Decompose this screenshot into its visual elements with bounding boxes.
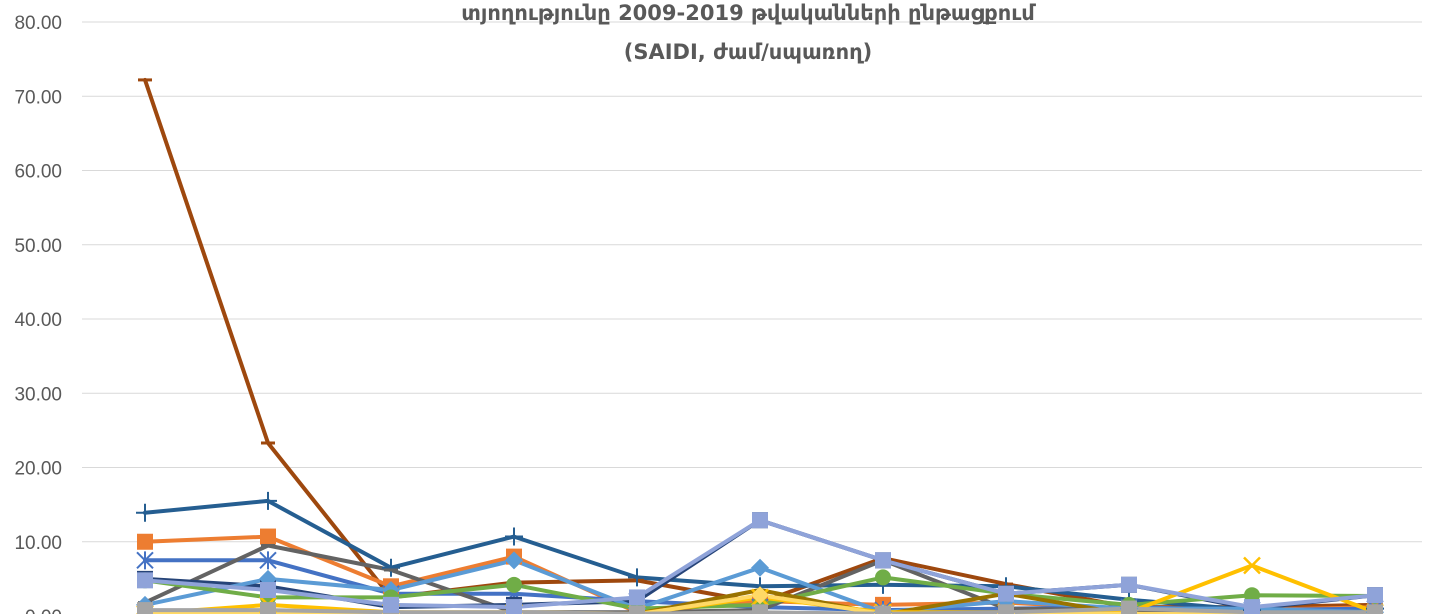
data-point-marker <box>505 527 523 546</box>
data-point-marker <box>998 585 1014 602</box>
data-point-marker <box>875 552 891 569</box>
data-point-marker <box>751 586 769 605</box>
series-markers <box>136 78 1384 614</box>
y-axis-ticks: 0.00 10.00 20.00 30.00 40.00 50.00 60.00 70.00 8… <box>14 13 62 614</box>
data-point-marker <box>137 533 153 550</box>
y-tick-label: 10.00 <box>14 533 62 554</box>
data-point-marker <box>998 604 1014 614</box>
data-point-marker <box>1121 576 1137 593</box>
data-point-marker <box>629 605 645 614</box>
data-point-marker <box>875 605 891 614</box>
data-point-marker <box>136 503 154 522</box>
data-point-marker <box>751 558 769 577</box>
series-lines <box>143 77 1377 614</box>
y-tick-label: 40.00 <box>14 310 62 331</box>
data-point-marker <box>1367 604 1383 614</box>
data-point-marker <box>506 599 522 614</box>
data-point-marker <box>137 602 153 614</box>
data-point-marker <box>383 596 399 613</box>
data-point-marker <box>1121 600 1137 614</box>
data-point-marker <box>628 568 646 587</box>
chart-title-line-2: (SAIDI, ժամ/սպառող) <box>624 40 872 64</box>
data-point-marker <box>505 551 523 570</box>
y-tick-label: 0.00 <box>25 607 62 614</box>
chart-title-line-1: տյողությունը 2009-2019 թվականների ընթացք… <box>461 1 1036 25</box>
data-point-marker <box>136 551 154 570</box>
data-point-marker <box>1243 556 1261 575</box>
gridlines <box>82 21 1422 543</box>
data-point-marker <box>260 528 276 545</box>
y-tick-label: 80.00 <box>14 13 62 34</box>
data-point-marker <box>752 604 768 614</box>
data-point-marker <box>137 572 153 589</box>
data-point-marker <box>506 576 522 593</box>
y-tick-label: 60.00 <box>14 162 62 183</box>
data-point-marker <box>1244 599 1260 614</box>
data-point-marker <box>1367 587 1383 604</box>
data-point-marker <box>629 589 645 606</box>
y-tick-label: 30.00 <box>14 384 62 405</box>
data-point-marker <box>259 491 277 510</box>
data-point-marker <box>260 582 276 599</box>
data-point-marker <box>382 558 400 577</box>
data-point-marker <box>752 512 768 529</box>
data-point-marker <box>259 551 277 570</box>
y-tick-label: 20.00 <box>14 459 62 480</box>
y-tick-label: 50.00 <box>14 236 62 257</box>
y-tick-label: 70.00 <box>14 87 62 108</box>
data-point-marker <box>875 569 891 586</box>
data-point-marker <box>260 602 276 614</box>
